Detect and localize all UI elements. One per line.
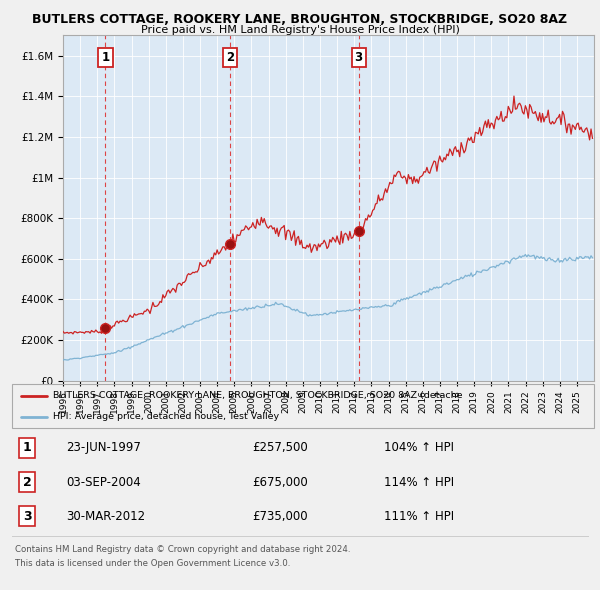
Text: HPI: Average price, detached house, Test Valley: HPI: Average price, detached house, Test…	[53, 412, 279, 421]
Text: 30-MAR-2012: 30-MAR-2012	[66, 510, 145, 523]
Text: 1: 1	[23, 441, 31, 454]
Text: BUTLERS COTTAGE, ROOKERY LANE, BROUGHTON, STOCKBRIDGE, SO20 8AZ (detache: BUTLERS COTTAGE, ROOKERY LANE, BROUGHTON…	[53, 391, 462, 401]
Text: 104% ↑ HPI: 104% ↑ HPI	[384, 441, 454, 454]
Text: Contains HM Land Registry data © Crown copyright and database right 2024.: Contains HM Land Registry data © Crown c…	[15, 545, 350, 554]
Text: Price paid vs. HM Land Registry's House Price Index (HPI): Price paid vs. HM Land Registry's House …	[140, 25, 460, 35]
Text: 111% ↑ HPI: 111% ↑ HPI	[384, 510, 454, 523]
Text: 2: 2	[23, 476, 31, 489]
Text: 03-SEP-2004: 03-SEP-2004	[66, 476, 141, 489]
Text: 1: 1	[101, 51, 110, 64]
Text: 2: 2	[226, 51, 234, 64]
Text: 23-JUN-1997: 23-JUN-1997	[66, 441, 141, 454]
Text: 3: 3	[23, 510, 31, 523]
Text: BUTLERS COTTAGE, ROOKERY LANE, BROUGHTON, STOCKBRIDGE, SO20 8AZ: BUTLERS COTTAGE, ROOKERY LANE, BROUGHTON…	[32, 13, 568, 26]
Text: £675,000: £675,000	[252, 476, 308, 489]
Text: 3: 3	[355, 51, 362, 64]
Text: 114% ↑ HPI: 114% ↑ HPI	[384, 476, 454, 489]
Text: £257,500: £257,500	[252, 441, 308, 454]
Text: This data is licensed under the Open Government Licence v3.0.: This data is licensed under the Open Gov…	[15, 559, 290, 568]
Text: £735,000: £735,000	[252, 510, 308, 523]
